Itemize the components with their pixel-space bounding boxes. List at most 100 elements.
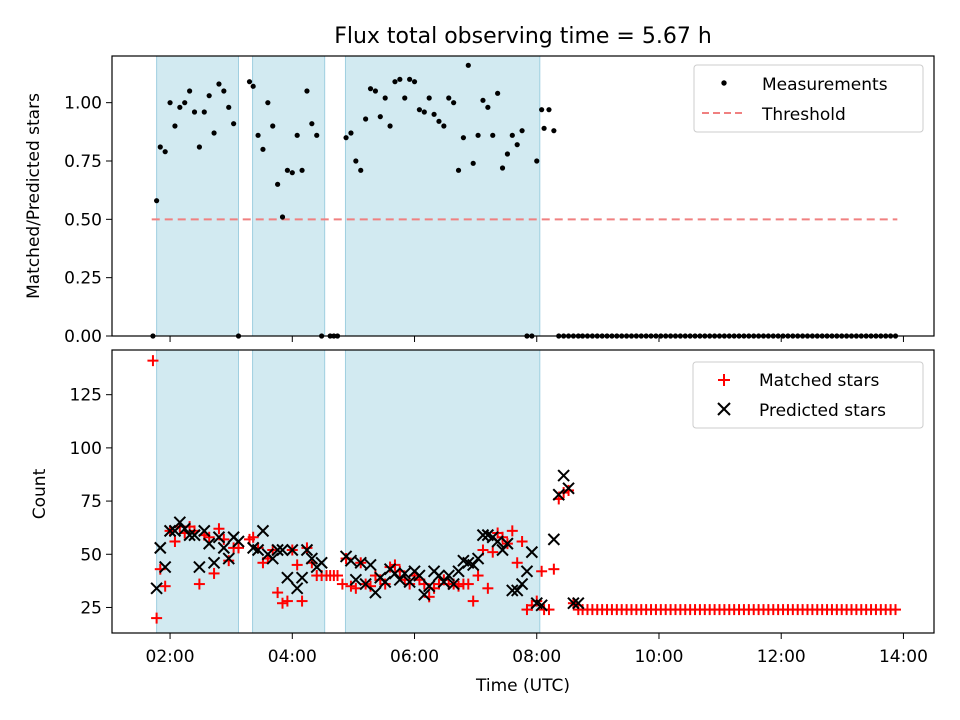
measurement-point [358, 167, 364, 173]
measurement-point [304, 88, 310, 94]
matched-star-point [336, 578, 348, 590]
measurement-point [191, 109, 198, 115]
predicted-star-point [364, 558, 377, 572]
measurement-point [154, 198, 160, 204]
xtick-label: 14:00 [879, 647, 928, 667]
predicted-star-point [496, 543, 509, 557]
predicted-star-point [547, 533, 561, 546]
top-axes-frame [111, 55, 935, 337]
measurement-point [539, 107, 545, 113]
measurement-point [470, 160, 476, 166]
matched-star-point [332, 570, 344, 582]
measurement-point [436, 118, 442, 124]
measurement-point [509, 132, 515, 138]
matched-star-point [159, 580, 171, 592]
matched-star-point [563, 484, 575, 496]
observing-interval-2 [252, 349, 326, 634]
measurement-point [519, 128, 525, 134]
matched-star-point [169, 536, 181, 548]
predicted-star-point [198, 524, 211, 538]
predicted-star-point [193, 560, 206, 574]
predicted-star-point [344, 554, 358, 567]
top-legend-box [693, 64, 924, 133]
matched-star-point [151, 612, 163, 624]
predicted-star-point [305, 552, 319, 565]
measurement-point [353, 158, 359, 164]
predicted-star-point [471, 552, 485, 565]
measurement-point [367, 86, 374, 92]
matched-star-point [223, 555, 235, 567]
measurement-point [231, 121, 237, 127]
matched-star-point [462, 578, 474, 590]
predicted-star-point [207, 556, 221, 569]
matched-star-point [213, 523, 225, 535]
measurement-point [284, 167, 291, 173]
bottom-legend-box [692, 361, 924, 429]
measurement-point [451, 100, 457, 106]
matched-star-point [889, 604, 901, 616]
predicted-star-point [572, 597, 585, 610]
predicted-star-point [510, 584, 524, 597]
top-panel: 0.00 0.25 0.50 0.75 1.00 Matched/Predicted s… [24, 55, 935, 347]
predicted-star-point [437, 575, 451, 589]
matched-star-point [472, 570, 484, 582]
measurement-point [250, 83, 256, 89]
measurement-point [162, 149, 168, 155]
measurement-point [372, 88, 379, 94]
measurement-point [534, 158, 540, 164]
matched-star-point [301, 542, 313, 554]
bottom-ytick-label: 125 [70, 386, 102, 406]
legend-measurements-label: Measurements [762, 75, 888, 95]
xtick-label: 12:00 [757, 647, 806, 667]
matched-star-point [233, 542, 245, 554]
predicted-star-point [315, 556, 328, 569]
legend-threshold-label: Threshold [761, 105, 846, 125]
measurement-point [397, 76, 403, 82]
top-ytick-label: 0.25 [64, 269, 102, 289]
observing-interval-3 [344, 55, 541, 337]
matched-star-point [482, 582, 494, 594]
measurement-point [299, 167, 305, 173]
top-y-axis-label: Matched/Predicted stars [24, 93, 44, 299]
chart-title: Flux total observing time = 5.67 h [334, 24, 712, 49]
bottom-legend: Matched stars Predicted stars [692, 361, 924, 429]
matched-star-point [193, 578, 205, 590]
legend-predicted-marker [717, 402, 731, 416]
matched-star-point [548, 563, 560, 575]
observing-interval-1 [156, 55, 240, 337]
measurement-point [265, 100, 271, 106]
matched-star-point [147, 355, 159, 367]
measurement-point [177, 104, 183, 110]
measurement-point [426, 95, 432, 101]
top-ytick-label: 0.75 [64, 152, 102, 172]
matched-star-point [291, 559, 303, 571]
matched-star-point [208, 567, 220, 579]
matched-star-point [511, 557, 523, 569]
predicted-star-point [442, 569, 455, 582]
measurement-point [546, 107, 552, 113]
matched-star-point [247, 531, 259, 543]
bottom-panel: 25 50 75 100 125 02:00 04:00 06:00 08:00 10:00 12… [30, 349, 935, 696]
predicted-star-point [276, 543, 289, 557]
measurement-point [167, 100, 173, 106]
matched-star-point [467, 595, 479, 607]
matched-star-point [536, 565, 548, 577]
predicted-star-point [222, 552, 235, 565]
predicted-star-point [271, 543, 284, 557]
predicted-star-point [251, 543, 265, 557]
xtick-label: 08:00 [512, 647, 561, 667]
predicted-star-point [520, 565, 534, 578]
matched-star-point [203, 531, 215, 543]
predicted-star-point [256, 524, 270, 538]
matched-star-point [487, 546, 499, 558]
matched-star-point [277, 597, 289, 609]
measurement-point [226, 104, 232, 110]
predicted-star-point [354, 556, 367, 569]
measurement-point [441, 123, 447, 129]
predicted-star-point [212, 531, 226, 544]
observing-interval-2 [252, 55, 326, 337]
measurement-point [157, 144, 163, 150]
measurement-point [348, 130, 354, 136]
matched-star-point [516, 536, 528, 548]
